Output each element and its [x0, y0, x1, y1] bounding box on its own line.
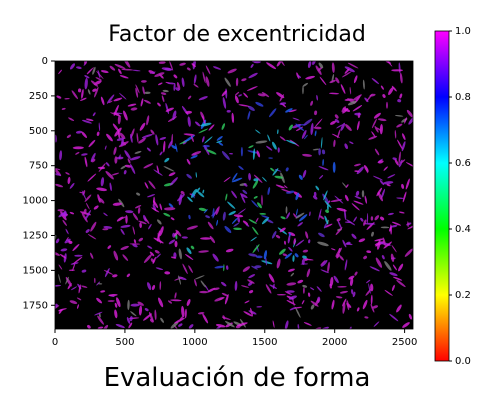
x-tick-label: 500: [115, 337, 134, 348]
texture-cell: [200, 237, 211, 240]
x-tick-label: 1000: [182, 337, 207, 348]
chart-title: Factor de excentricidad: [108, 22, 366, 47]
y-tick-label: 1500: [23, 265, 48, 276]
y-tick-label: 1250: [23, 230, 48, 241]
x-tick-label: 2500: [392, 337, 417, 348]
texture-cell: [175, 241, 178, 247]
colorbar-tick-label: 0.6: [455, 158, 471, 169]
colorbar-tick-label: 0.0: [455, 356, 471, 367]
texture-cell: [125, 215, 127, 224]
colorbar-tick-label: 0.4: [455, 224, 471, 235]
texture-cell: [277, 294, 286, 295]
y-tick-label: 0: [42, 56, 48, 67]
footer-label: Evaluación de forma: [104, 363, 371, 393]
texture-cell: [386, 102, 388, 109]
y-tick-label: 1000: [23, 196, 48, 207]
x-tick-label: 0: [52, 337, 58, 348]
texture-cell: [102, 228, 108, 230]
texture-cell: [278, 147, 280, 152]
texture-cell: [362, 190, 364, 197]
colorbar-tick-label: 0.8: [455, 92, 471, 103]
colorbar-tick-label: 1.0: [455, 26, 471, 37]
texture-cell: [391, 69, 403, 71]
y-tick-label: 750: [29, 161, 48, 172]
y-tick-label: 1750: [23, 300, 48, 311]
page: {"chart_data": {"type": "image", "title"…: [0, 0, 495, 405]
y-tick-label: 250: [29, 91, 48, 102]
colorbar-tick-label: 0.2: [455, 290, 471, 301]
x-tick-label: 2000: [322, 337, 347, 348]
texture-cell: [241, 147, 243, 157]
y-tick-label: 500: [29, 126, 48, 137]
colorbar: [435, 31, 449, 361]
chart: Factor de excentricidad Evaluación de fo…: [0, 0, 495, 405]
x-tick-label: 1500: [252, 337, 277, 348]
texture-cell: [333, 162, 336, 173]
